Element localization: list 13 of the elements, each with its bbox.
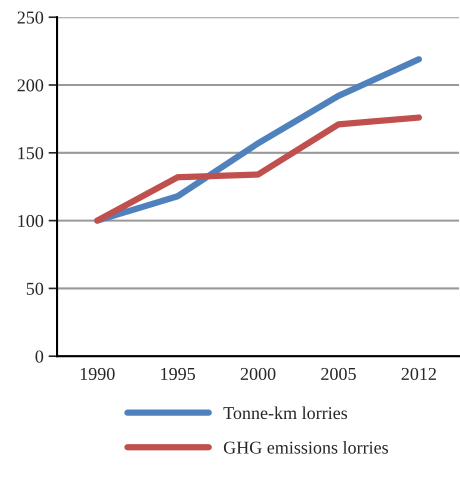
y-tick-label: 250 xyxy=(18,11,44,24)
y-tick-label: 150 xyxy=(18,147,44,160)
legend-label: GHG emissions lorries xyxy=(224,441,388,454)
y-tick-label: 50 xyxy=(26,282,44,295)
legend-label: Tonne-km lorries xyxy=(223,406,348,420)
x-tick-label: 1990 xyxy=(80,368,115,380)
y-tick-label: 200 xyxy=(18,79,44,92)
y-tick-label: 100 xyxy=(18,214,44,228)
x-tick-label: 2012 xyxy=(402,368,436,380)
x-tick-label: 1995 xyxy=(161,368,195,380)
x-tick-label: 2000 xyxy=(240,368,276,380)
y-tick-label: 0 xyxy=(36,350,44,363)
x-tick-label: 2005 xyxy=(321,368,356,380)
